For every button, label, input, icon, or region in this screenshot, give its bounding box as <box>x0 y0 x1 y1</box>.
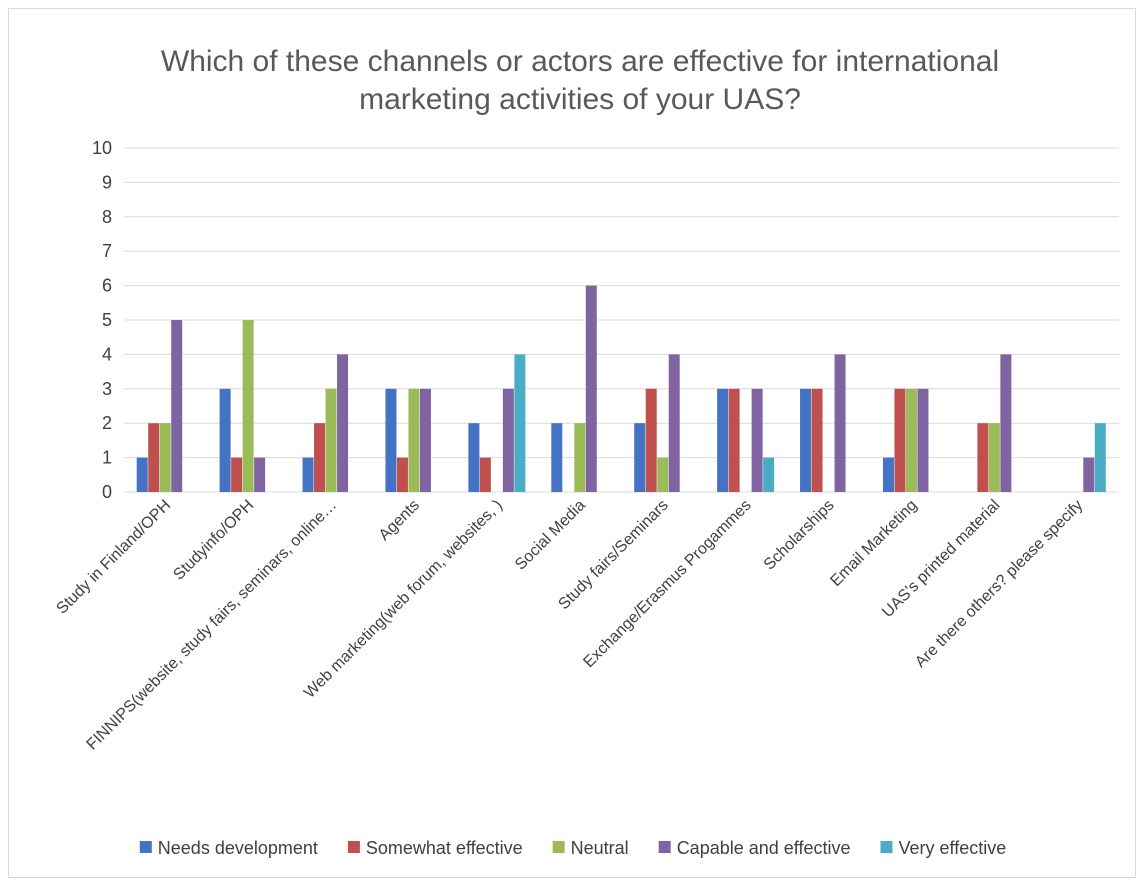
bar <box>1083 457 1095 492</box>
chart-title-line-1: Which of these channels or actors are ef… <box>161 45 999 78</box>
bar <box>396 457 408 492</box>
bar <box>811 388 823 492</box>
bar <box>988 423 1000 492</box>
x-category-label: Email Marketing <box>827 497 920 590</box>
y-tick-label: 3 <box>102 379 112 399</box>
bar <box>325 388 337 492</box>
bar <box>302 457 314 492</box>
bar <box>385 388 397 492</box>
bar <box>800 388 812 492</box>
y-tick-label: 7 <box>102 241 112 261</box>
legend-swatch <box>880 841 893 853</box>
bar <box>585 285 597 492</box>
bar <box>159 423 171 492</box>
legend-label: Neutral <box>571 838 629 858</box>
y-tick-label: 10 <box>92 138 112 158</box>
bar <box>254 457 266 492</box>
bar <box>645 388 657 492</box>
bar <box>717 388 729 492</box>
chart-frame: Which of these channels or actors are ef… <box>8 8 1136 878</box>
bar <box>148 423 160 492</box>
bar <box>917 388 929 492</box>
bar <box>894 388 906 492</box>
bar <box>1094 423 1106 492</box>
legend-swatch <box>658 841 671 853</box>
bar <box>634 423 646 492</box>
legend-swatch <box>347 841 360 853</box>
y-axis-tick-labels: 0 1 2 3 4 5 6 7 8 9 10 <box>92 138 112 502</box>
y-tick-label: 9 <box>102 172 112 192</box>
bar <box>314 423 326 492</box>
x-category-label: Study in Finland/OPH <box>53 497 174 618</box>
x-axis-category-labels: Study in Finland/OPHStudyinfo/OPHFINNIPS… <box>53 497 1086 754</box>
legend-swatch <box>552 841 565 853</box>
y-tick-label: 6 <box>102 276 112 296</box>
bar <box>242 320 254 492</box>
gridlines <box>124 147 1119 493</box>
x-category-label: Are there others? please specify <box>912 497 1086 671</box>
bar <box>551 423 563 492</box>
legend: Needs development Somewhat effective Neutr… <box>139 838 1006 858</box>
bar <box>834 354 846 492</box>
x-category-label: Social Media <box>512 497 589 574</box>
bar <box>882 457 894 492</box>
y-tick-label: 8 <box>102 207 112 227</box>
bar-chart: Which of these channels or actors are ef… <box>53 45 1119 858</box>
legend-label: Needs development <box>158 838 318 858</box>
bar <box>219 388 231 492</box>
bar <box>231 457 243 492</box>
bars <box>136 285 1106 492</box>
y-tick-label: 2 <box>102 413 112 433</box>
bar <box>905 388 917 492</box>
legend-swatch <box>139 841 152 853</box>
y-tick-label: 4 <box>102 344 112 364</box>
x-category-label: Studyinfo/OPH <box>170 497 257 584</box>
bar <box>1000 354 1012 492</box>
bar <box>668 354 680 492</box>
x-category-label: Agents <box>376 497 423 544</box>
legend-label: Somewhat effective <box>366 838 523 858</box>
y-tick-label: 0 <box>102 482 112 502</box>
bar <box>136 457 148 492</box>
legend-label: Very effective <box>898 838 1006 858</box>
legend-label: Capable and effective <box>677 838 851 858</box>
bar <box>977 423 989 492</box>
bar <box>574 423 586 492</box>
bar <box>763 457 775 492</box>
bar <box>419 388 431 492</box>
bar <box>751 388 763 492</box>
bar <box>468 423 480 492</box>
x-category-label: Scholarships <box>761 497 838 574</box>
bar <box>502 388 514 492</box>
bar <box>408 388 420 492</box>
y-tick-label: 5 <box>102 310 112 330</box>
chart-title-line-2: marketing activities of your UAS? <box>359 83 801 116</box>
bar <box>657 457 669 492</box>
chart-title: Which of these channels or actors are ef… <box>161 45 999 116</box>
bar <box>337 354 349 492</box>
x-category-label: Exchange/Erasmus Progammes <box>580 497 754 671</box>
bar <box>728 388 740 492</box>
bar <box>514 354 526 492</box>
bar <box>171 320 183 492</box>
y-tick-label: 1 <box>102 448 112 468</box>
bar <box>479 457 491 492</box>
